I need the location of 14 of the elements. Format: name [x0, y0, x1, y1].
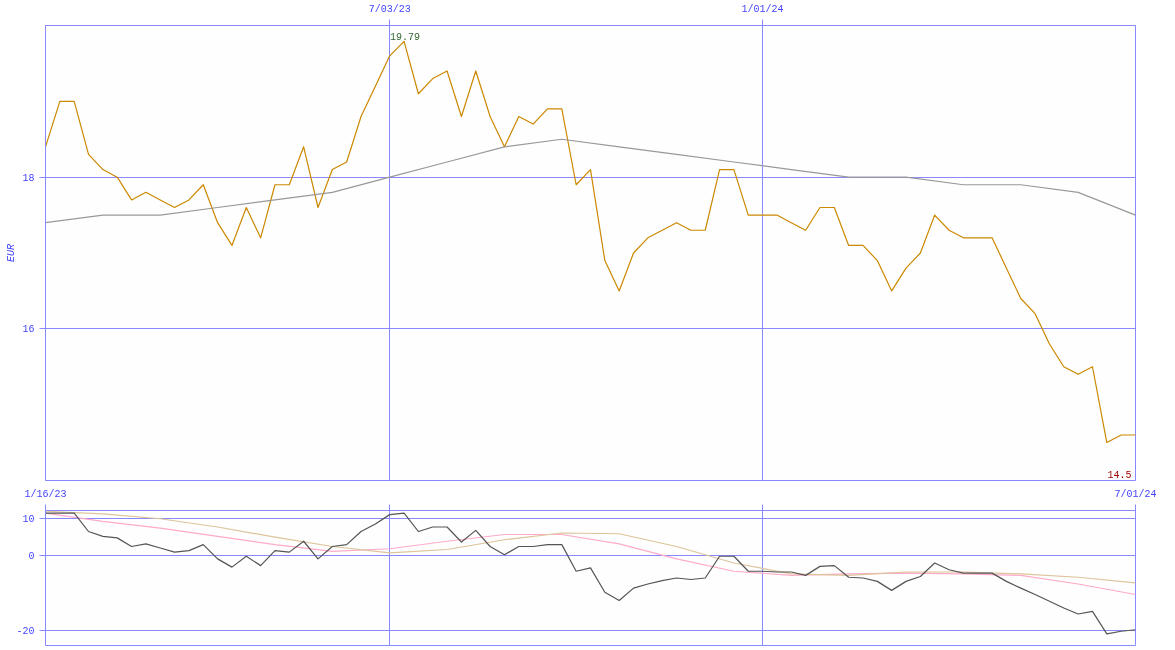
annotation: 14.5 [1107, 469, 1132, 481]
y-axis-title: EUR [6, 243, 18, 262]
y-tick-label: 18 [22, 172, 35, 184]
x-tick-label: 7/01/24 [1114, 488, 1157, 500]
y-tick-label: 16 [22, 324, 35, 336]
x-tick-label: 1/01/24 [741, 3, 784, 15]
x-tick-label: 1/16/23 [24, 488, 67, 500]
line-series [45, 138, 1136, 224]
y-tick-label: 0 [28, 551, 35, 562]
y-tick-label: -20 [16, 626, 35, 637]
y-tick-label: 10 [22, 513, 35, 525]
x-tick-label: 7/03/23 [368, 3, 411, 15]
annotation: 19.79 [390, 32, 421, 44]
line-series [45, 40, 1136, 444]
